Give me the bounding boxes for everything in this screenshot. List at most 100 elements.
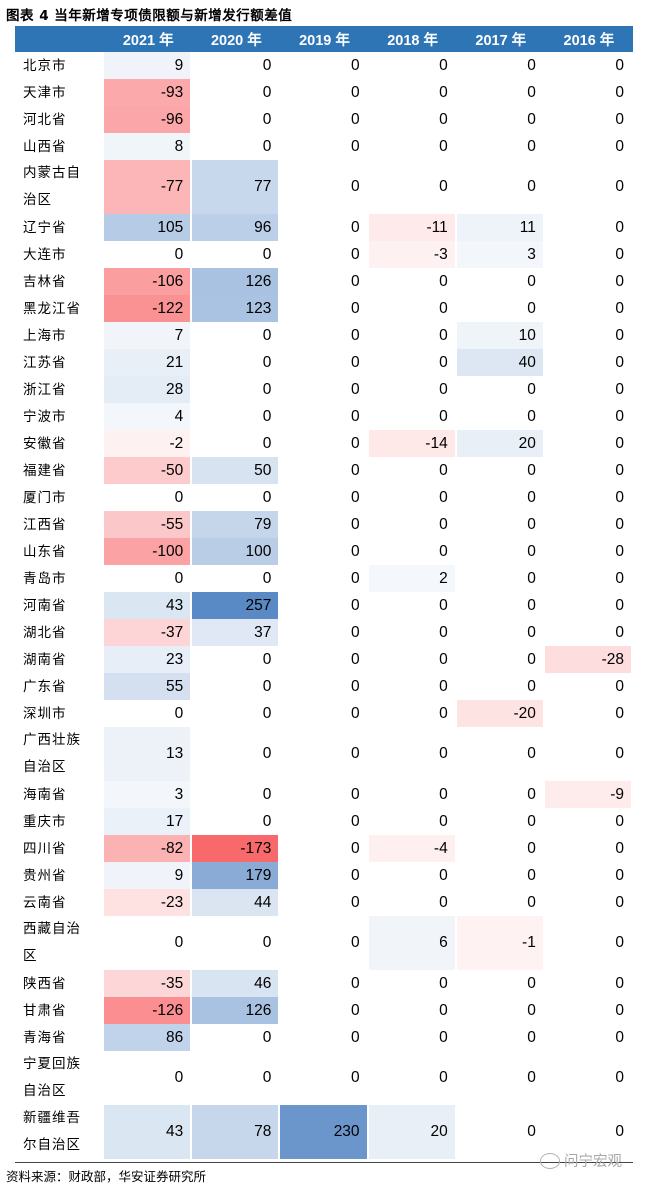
value-cell: 0 <box>280 241 369 268</box>
region-name-cell: 天津市 <box>23 84 67 101</box>
region-name-cell: 重庆市 <box>23 813 67 830</box>
value-cell: 0 <box>544 430 633 457</box>
value-cell: 0 <box>544 403 633 430</box>
value-cell: 0 <box>280 997 369 1024</box>
value-cell: 0 <box>280 349 369 376</box>
table-row: 贵州省 9 179 0 0 0 0 <box>15 862 633 889</box>
value-cell: 0 <box>192 916 281 970</box>
value-cell: 0 <box>368 376 457 403</box>
value-cell: 0 <box>456 673 545 700</box>
region-name-cell: 湖北省 <box>23 624 67 641</box>
header-cell-2021: 2021 年 <box>104 26 193 52</box>
value-cell: 0 <box>456 565 545 592</box>
value-cell: 0 <box>280 322 369 349</box>
table-row: 湖北省 -37 37 0 0 0 0 <box>15 619 633 646</box>
value-cell: 40 <box>456 349 545 376</box>
region-name-cell: 青岛市 <box>23 570 67 587</box>
value-cell: 0 <box>544 160 633 214</box>
value-cell: 0 <box>192 403 281 430</box>
value-cell: -100 <box>104 538 193 565</box>
region-name-cell: 吉林省 <box>23 273 67 290</box>
value-cell: 0 <box>192 133 281 160</box>
table-row: 深圳市 0 0 0 0 -20 0 <box>15 700 633 727</box>
table-row: 广西壮族 自治区 13 0 0 0 0 0 <box>15 727 633 781</box>
value-cell: -55 <box>104 511 193 538</box>
value-cell: 10 <box>456 322 545 349</box>
region-name-cell: 陕西省 <box>23 975 67 992</box>
value-cell: 0 <box>544 295 633 322</box>
value-cell: -82 <box>104 835 193 862</box>
region-name-cell: 西藏自治 区 <box>23 921 81 964</box>
value-cell: 0 <box>368 106 457 133</box>
value-cell: 0 <box>368 511 457 538</box>
value-cell: 77 <box>192 160 281 214</box>
region-name-cell: 山东省 <box>23 543 67 560</box>
table-row: 海南省 3 0 0 0 0 -9 <box>15 781 633 808</box>
region-name-cell: 云南省 <box>23 894 67 911</box>
value-cell: 0 <box>456 403 545 430</box>
table-row: 云南省 -23 44 0 0 0 0 <box>15 889 633 916</box>
value-cell: 0 <box>104 700 193 727</box>
value-cell: 0 <box>280 295 369 322</box>
value-cell: 0 <box>192 1051 281 1105</box>
value-cell: 0 <box>368 862 457 889</box>
value-cell: 11 <box>456 214 545 241</box>
value-cell: 0 <box>368 727 457 781</box>
region-name-cell: 河南省 <box>23 597 67 614</box>
value-cell: 20 <box>368 1105 457 1159</box>
region-name-cell: 北京市 <box>23 57 67 74</box>
header-cell-2016: 2016 年 <box>544 26 633 52</box>
value-cell: 8 <box>104 133 193 160</box>
value-cell: 0 <box>544 268 633 295</box>
region-name-cell: 河北省 <box>23 111 67 128</box>
table-row: 新疆维吾 尔自治区 43 78 230 20 0 0 <box>15 1105 633 1159</box>
value-cell: 2 <box>368 565 457 592</box>
value-cell: 0 <box>280 592 369 619</box>
table-row: 甘肃省 -126 126 0 0 0 0 <box>15 997 633 1024</box>
value-cell: 123 <box>192 295 281 322</box>
region-name-cell: 上海市 <box>23 327 67 344</box>
value-cell: 0 <box>104 484 193 511</box>
value-cell: 0 <box>368 592 457 619</box>
value-cell: 0 <box>544 376 633 403</box>
table-row: 浙江省 28 0 0 0 0 0 <box>15 376 633 403</box>
value-cell: 0 <box>280 538 369 565</box>
region-name-cell: 甘肃省 <box>23 1002 67 1019</box>
value-cell: 0 <box>104 916 193 970</box>
table-row: 安徽省 -2 0 0 -14 20 0 <box>15 430 633 457</box>
region-name-cell: 贵州省 <box>23 867 67 884</box>
value-cell: 0 <box>280 1051 369 1105</box>
value-cell: 0 <box>544 997 633 1024</box>
value-cell: 0 <box>456 592 545 619</box>
value-cell: 257 <box>192 592 281 619</box>
value-cell: 0 <box>368 52 457 79</box>
table-row: 大连市 0 0 0 -3 3 0 <box>15 241 633 268</box>
value-cell: -77 <box>104 160 193 214</box>
table-row: 天津市 -93 0 0 0 0 0 <box>15 79 633 106</box>
value-cell: 0 <box>368 457 457 484</box>
figure-title: 图表 4 当年新增专项债限额与新增发行额差值 <box>6 8 293 24</box>
table-row: 陕西省 -35 46 0 0 0 0 <box>15 970 633 997</box>
value-cell: 0 <box>104 1051 193 1105</box>
table-row: 厦门市 0 0 0 0 0 0 <box>15 484 633 511</box>
value-cell: 0 <box>544 106 633 133</box>
region-name-cell: 四川省 <box>23 840 67 857</box>
value-cell: 0 <box>280 916 369 970</box>
value-cell: 0 <box>544 241 633 268</box>
value-cell: 0 <box>368 673 457 700</box>
value-cell: 0 <box>456 538 545 565</box>
value-cell: 43 <box>104 1105 193 1159</box>
value-cell: 0 <box>280 403 369 430</box>
value-cell: 0 <box>544 1024 633 1051</box>
value-cell: 0 <box>280 52 369 79</box>
value-cell: 0 <box>456 79 545 106</box>
value-cell: 0 <box>368 646 457 673</box>
value-cell: 0 <box>280 862 369 889</box>
region-name-cell: 内蒙古自 治区 <box>23 165 81 208</box>
value-cell: -50 <box>104 457 193 484</box>
value-cell: 0 <box>192 322 281 349</box>
value-cell: 0 <box>456 376 545 403</box>
value-cell: -11 <box>368 214 457 241</box>
table-row: 宁夏回族 自治区 0 0 0 0 0 0 <box>15 1051 633 1105</box>
value-cell: 0 <box>368 781 457 808</box>
